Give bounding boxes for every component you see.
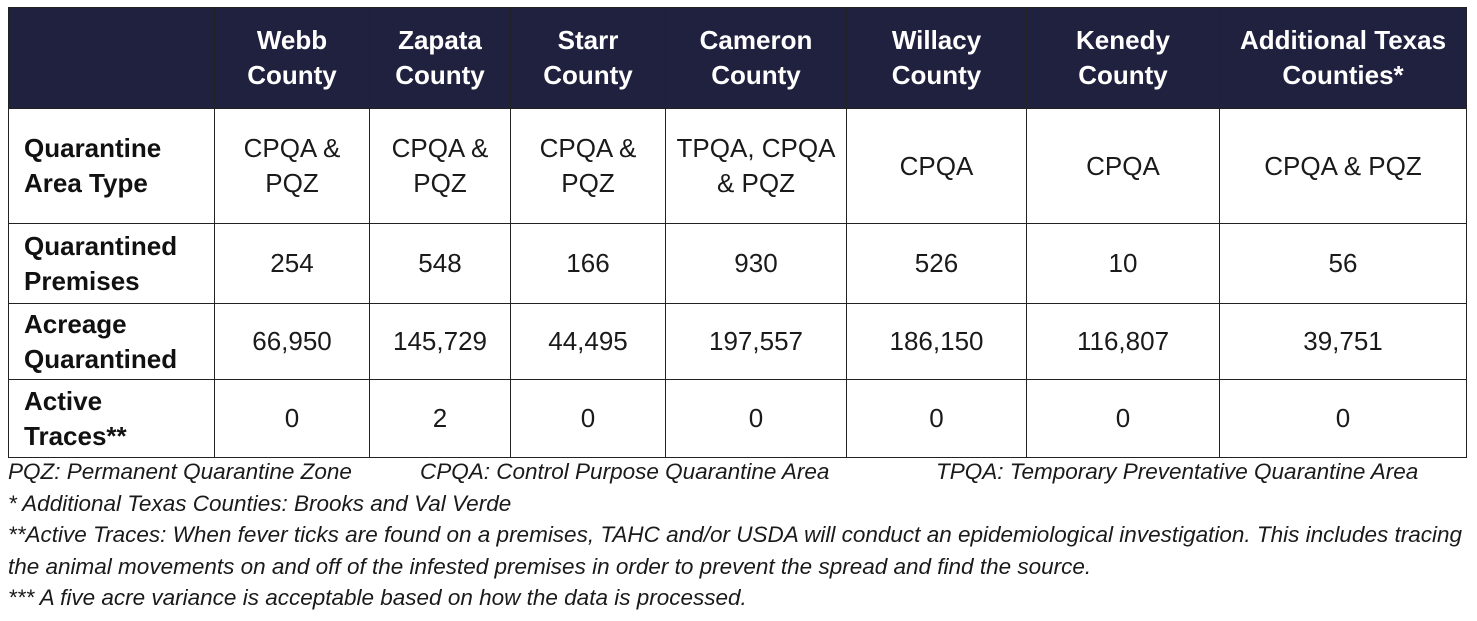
table-cell: 0 — [1219, 379, 1467, 458]
table-cell: 0 — [214, 379, 370, 458]
table-cell: 254 — [214, 223, 370, 304]
corner-cell — [8, 7, 215, 109]
table-cell: CPQA & PQZ — [214, 108, 370, 224]
row-label-active-traces: Active Traces** — [8, 379, 215, 458]
note-acre-variance: *** A five acre variance is acceptable b… — [8, 585, 747, 610]
col-header-starr: Starr County — [510, 7, 666, 109]
row-label-premises: Quarantined Premises — [8, 223, 215, 304]
table-cell: 0 — [665, 379, 847, 458]
table-cell: 39,751 — [1219, 303, 1467, 380]
abbreviation-legend: PQZ: Permanent Quarantine Zone CPQA: Con… — [8, 456, 1470, 488]
col-header-webb: Webb County — [214, 7, 370, 109]
table-row: Quarantined Premises 254 548 166 930 526 … — [8, 223, 1467, 304]
col-header-cameron: Cameron County — [665, 7, 847, 109]
legend-cpqa: CPQA: Control Purpose Quarantine Area — [420, 459, 830, 484]
table-cell: CPQA & PQZ — [369, 108, 511, 224]
table-cell: 930 — [665, 223, 847, 304]
table-cell: 186,150 — [846, 303, 1027, 380]
table-cell: 548 — [369, 223, 511, 304]
table-cell: 526 — [846, 223, 1027, 304]
row-label-acreage: Acreage Quarantined — [8, 303, 215, 380]
table-row: Quarantine Area Type CPQA & PQZ CPQA & PQZ … — [8, 108, 1467, 224]
table-cell: 197,557 — [665, 303, 847, 380]
table-row: Acreage Quarantined 66,950 145,729 44,495… — [8, 303, 1467, 380]
table-cell: 56 — [1219, 223, 1467, 304]
table-cell: 10 — [1026, 223, 1220, 304]
table-cell: TPQA, CPQA & PQZ — [665, 108, 847, 224]
footnotes: PQZ: Permanent Quarantine Zone CPQA: Con… — [8, 456, 1470, 614]
table-cell: CPQA & PQZ — [1219, 108, 1467, 224]
note-additional-counties: * Additional Texas Counties: Brooks and … — [8, 490, 512, 516]
col-header-additional: Additional Texas Counties* — [1219, 7, 1467, 109]
table-cell: 166 — [510, 223, 666, 304]
col-header-zapata: Zapata County — [369, 7, 511, 109]
header-row: Webb County Zapata County Starr County Came… — [8, 7, 1467, 109]
table-cell: 0 — [510, 379, 666, 458]
legend-pqz: PQZ: Permanent Quarantine Zone — [8, 459, 352, 484]
table-cell: 2 — [369, 379, 511, 458]
table-cell: CPQA — [1026, 108, 1220, 224]
table-cell: 0 — [1026, 379, 1220, 458]
table-cell: 0 — [846, 379, 1027, 458]
table-cell: CPQA — [846, 108, 1027, 224]
note-active-traces: **Active Traces: When fever ticks are fo… — [8, 522, 1462, 579]
table-cell: CPQA & PQZ — [510, 108, 666, 224]
col-header-willacy: Willacy County — [846, 7, 1027, 109]
quarantine-table: Webb County Zapata County Starr County Came… — [8, 7, 1467, 458]
table-cell: 116,807 — [1026, 303, 1220, 380]
table-cell: 66,950 — [214, 303, 370, 380]
table-cell: 44,495 — [510, 303, 666, 380]
col-header-kenedy: Kenedy County — [1026, 7, 1220, 109]
table-row: Active Traces** 0 2 0 0 0 0 0 — [8, 379, 1467, 458]
table-cell: 145,729 — [369, 303, 511, 380]
row-label-area-type: Quarantine Area Type — [8, 108, 215, 224]
legend-tpqa: TPQA: Temporary Preventative Quarantine … — [936, 459, 1419, 484]
